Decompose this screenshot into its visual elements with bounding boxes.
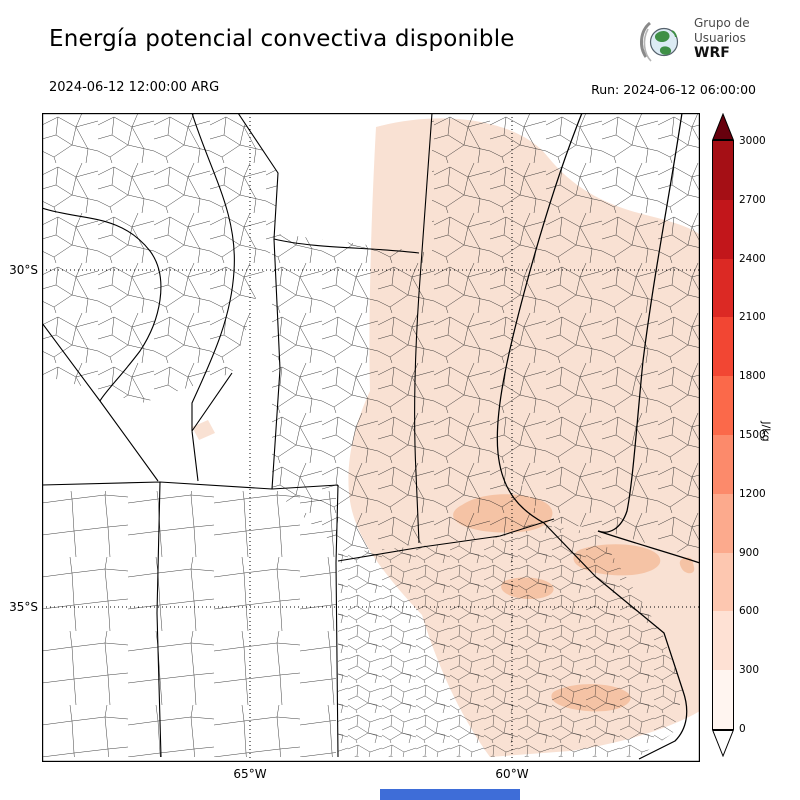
map-frame <box>42 113 700 762</box>
x-tick-60w: 60°W <box>495 767 529 781</box>
map-svg <box>41 112 701 762</box>
uruguay-river <box>597 112 683 533</box>
colorbar-segment <box>713 317 733 377</box>
logo-line-2: Usuarios <box>694 31 746 45</box>
x-tick-65w: 65°W <box>233 767 267 781</box>
colorbar-bottom-arrow <box>712 730 734 757</box>
colorbar-top-arrow <box>712 113 734 140</box>
estuary-east-shore <box>597 530 701 564</box>
colorbar-segment <box>713 376 733 435</box>
colorbar-segment <box>713 493 733 553</box>
colorbar-tick-label: 1500 <box>739 429 766 441</box>
colorbar-segment <box>713 611 733 671</box>
colorbar-tick-label: 600 <box>739 605 760 618</box>
logo-text: Grupo de Usuarios WRF <box>694 16 750 61</box>
colorbar-segment <box>713 258 733 318</box>
colorbar: 3000 2700 2400 2100 1800 1500 1200 900 600 300 0 <box>712 113 766 757</box>
gridlines <box>42 113 700 762</box>
colorbar-tick-label: 2700 <box>739 193 766 206</box>
cape-region <box>679 557 695 574</box>
wrf-logo: Grupo de Usuarios WRF <box>636 14 796 72</box>
colorbar-segment <box>713 199 733 259</box>
colorbar-unit-label: J/kg <box>759 421 773 442</box>
y-tick-35s: 35°S <box>9 600 38 614</box>
colorbar-segment <box>713 141 733 200</box>
globe-icon <box>640 21 679 62</box>
colorbar-tick-label: 2400 <box>739 252 766 265</box>
valid-time-label: 2024-06-12 12:00:00 ARG <box>49 80 220 95</box>
colorbar-tick-label: 3000 <box>739 135 766 147</box>
colorbar-tick-label: 900 <box>739 546 760 559</box>
map-canvas <box>41 112 701 762</box>
bottom-blue-bar[interactable] <box>380 789 520 800</box>
y-tick-30s: 30°S <box>9 263 38 277</box>
colorbar-body <box>712 140 734 730</box>
colorbar-tick-label: 1200 <box>739 487 766 500</box>
colorbar-tick-label: 300 <box>739 664 760 677</box>
logo-line-1: Grupo de <box>694 16 750 30</box>
colorbar-tick-label: 0 <box>739 723 746 735</box>
colorbar-tick-label: 2100 <box>739 311 766 324</box>
colorbar-tick-label: 1800 <box>739 370 766 383</box>
colorbar-segment <box>713 434 733 494</box>
province-borders <box>41 112 555 758</box>
page-title: Energía potencial convectiva disponible <box>49 26 515 52</box>
logo-line-3: WRF <box>694 45 730 61</box>
parana-river <box>496 112 583 524</box>
rivers-and-coastline <box>496 112 701 760</box>
coastline <box>543 522 688 760</box>
colorbar-segment <box>713 552 733 612</box>
cape-region <box>192 420 215 440</box>
department-boundaries <box>42 113 700 757</box>
colorbar-segment <box>713 670 733 729</box>
run-time-label: Run: 2024-06-12 06:00:00 <box>591 82 756 97</box>
